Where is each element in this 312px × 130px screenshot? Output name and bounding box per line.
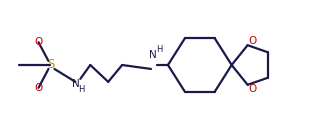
Text: H: H	[78, 85, 85, 94]
Text: O: O	[248, 84, 257, 94]
Text: O: O	[248, 36, 257, 46]
Text: N: N	[72, 79, 80, 89]
Text: O: O	[34, 83, 43, 93]
Text: S: S	[47, 58, 54, 72]
Text: O: O	[34, 37, 43, 47]
Text: H: H	[156, 45, 162, 54]
Text: N: N	[149, 50, 157, 60]
